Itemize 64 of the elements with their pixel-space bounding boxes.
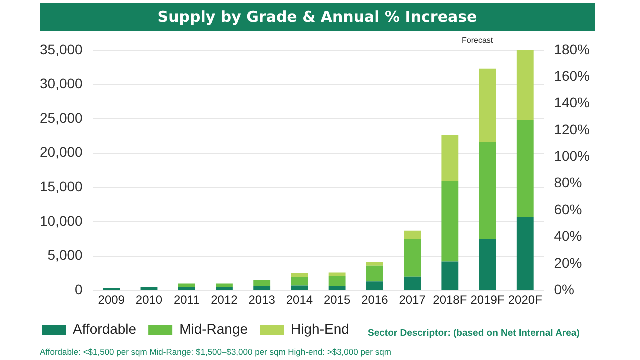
- y2-tick-label: 0%: [554, 281, 574, 298]
- text: Affordable: <$1,500 per sqm Mid-Range: $1,500–$3,000 per sqm High-end: >$3,000 per sqm: [40, 347, 392, 357]
- y2-tick-label: 180%: [554, 41, 590, 58]
- bar: [516, 217, 534, 290]
- x-tick-label: 2011: [174, 293, 200, 308]
- bar: [216, 284, 233, 288]
- bar: [442, 262, 459, 290]
- bar: [178, 287, 196, 290]
- bar: [479, 239, 496, 290]
- y2-tick-label: 40%: [554, 228, 582, 244]
- y-tick-label: 30,000: [40, 76, 84, 92]
- bar: [328, 286, 346, 290]
- y2-tick-label: 60%: [554, 201, 582, 218]
- bar: [366, 262, 384, 266]
- text: Sector Descriptor: (based on Net Internal Area): [368, 328, 580, 339]
- y-tick-label: 20,000: [40, 144, 84, 160]
- bar: [404, 230, 422, 240]
- x-tick-label: 2012: [211, 293, 238, 308]
- legend-label: Affordable: [73, 320, 137, 337]
- x-tick-label: 2015: [324, 293, 351, 308]
- bar: [291, 278, 308, 286]
- y-tick-label: 5,000: [48, 247, 84, 264]
- bar: [516, 50, 534, 120]
- bar: [442, 181, 459, 262]
- x-tick-label: 2019F: [470, 293, 505, 308]
- y-tick-label: 10,000: [40, 212, 84, 229]
- bar: [254, 280, 271, 286]
- y2-tick-label: 160%: [554, 68, 590, 84]
- bar: [404, 276, 422, 290]
- x-tick-label: 2014: [286, 293, 314, 308]
- bar: [178, 284, 196, 288]
- bar: [366, 266, 384, 282]
- x-tick-label: 2009: [98, 293, 126, 308]
- bar: [254, 286, 271, 290]
- bar: [216, 287, 233, 290]
- x-tick-label: 2010: [136, 293, 163, 308]
- x-tick-label: 2018F: [433, 293, 468, 308]
- bar: [442, 136, 459, 182]
- x-tick-label: 2016: [362, 293, 389, 308]
- bar: [479, 142, 496, 240]
- legend-label: Mid-Range: [180, 320, 248, 337]
- bar: [479, 68, 496, 142]
- y2-tick-label: 20%: [554, 254, 582, 271]
- y2-tick-label: 80%: [554, 174, 582, 191]
- x-tick-label: 2017: [399, 293, 426, 308]
- y-tick-label: 15,000: [40, 178, 84, 195]
- y2-tick-label: 140%: [554, 94, 590, 111]
- text: Forecast: [462, 36, 494, 45]
- y-tick-label: 35,000: [40, 41, 84, 58]
- y-tick-label: 0: [75, 281, 84, 298]
- bar: [366, 282, 384, 290]
- x-tick-label: 2013: [248, 293, 276, 308]
- legend-label: High-End: [291, 320, 350, 337]
- bar: [328, 276, 346, 286]
- y-tick-label: 25,000: [40, 110, 84, 126]
- y2-tick-label: 100%: [554, 148, 590, 164]
- bar: [291, 286, 308, 290]
- bar: [404, 239, 422, 277]
- bar: [516, 120, 534, 218]
- bar: [291, 273, 308, 278]
- chart-title: Supply by Grade & Annual % Increase: [40, 3, 595, 31]
- y2-tick-label: 120%: [554, 121, 590, 138]
- bar: [140, 287, 158, 290]
- x-tick-label: 2020F: [508, 293, 542, 308]
